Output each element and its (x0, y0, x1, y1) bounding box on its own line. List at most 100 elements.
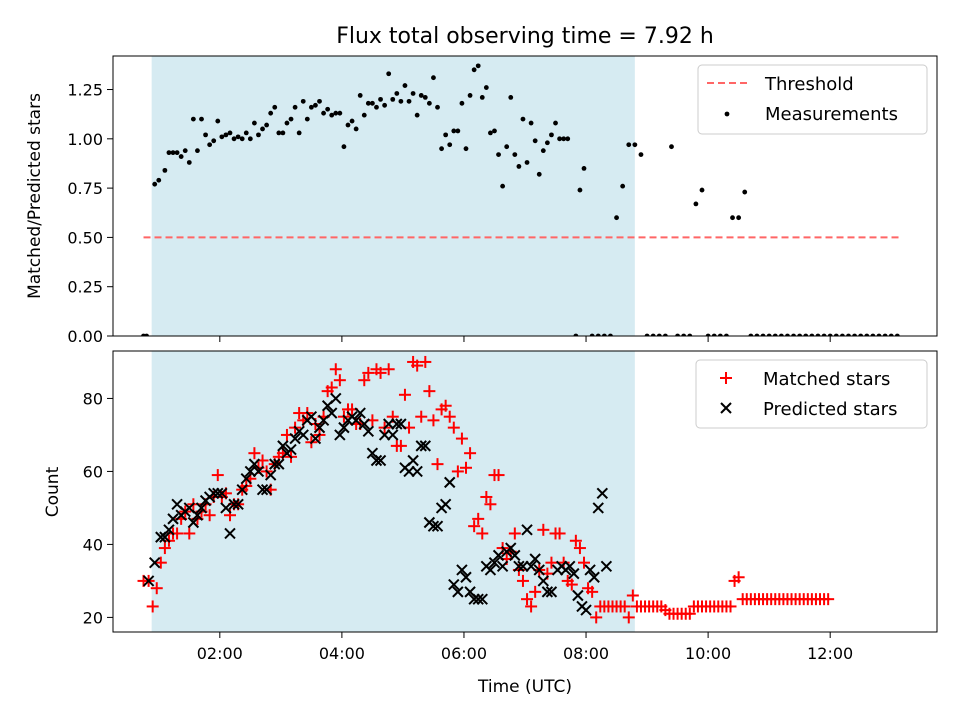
predicted-star-point (305, 410, 318, 423)
measurement-point (504, 144, 510, 150)
predicted-star-point (252, 465, 265, 478)
measurement-point (284, 120, 290, 126)
measurement-point (144, 333, 149, 336)
predicted-star-point (309, 432, 322, 445)
measurement-point (162, 167, 168, 173)
predicted-star-point (505, 542, 517, 554)
measurement-point (325, 106, 331, 112)
y-tick-label: 80 (83, 389, 103, 408)
measurement-point (471, 67, 477, 73)
measurement-point (785, 333, 790, 336)
measurement-point (361, 112, 367, 118)
predicted-star-point (533, 564, 545, 576)
measurement-point (317, 98, 322, 104)
bottom-y-axis: 20 40 60 80 (83, 389, 113, 627)
predicted-star-point (236, 483, 248, 496)
measurement-point (414, 112, 420, 118)
predicted-star-point (387, 429, 399, 441)
measurement-point (760, 333, 766, 336)
measurement-point (730, 215, 735, 221)
matched-star-point (822, 593, 835, 606)
predicted-star-point (513, 560, 525, 573)
predicted-legend-label: Predicted stars (763, 399, 897, 420)
measurement-point (276, 130, 282, 136)
predicted-star-point (362, 425, 375, 437)
measurement-point (199, 116, 204, 122)
matched-star-point (569, 534, 582, 547)
predicted-star-point (334, 429, 346, 441)
measurement-point (386, 71, 392, 77)
matched-star-point (443, 410, 456, 423)
matched-star-point (578, 556, 591, 569)
predicted-star-point (142, 575, 155, 587)
measurement-point (374, 104, 379, 110)
measurement-point (693, 201, 699, 207)
measurement-point (451, 128, 457, 134)
matched-star-point (683, 607, 696, 620)
matched-star-point (447, 421, 460, 434)
measurement-point (662, 333, 668, 336)
measurement-point (382, 102, 388, 108)
measurement-point (524, 160, 530, 165)
measurement-point (268, 110, 274, 116)
predicted-star-point (330, 392, 342, 405)
measurement-point (227, 130, 233, 136)
bottom-axes-frame (112, 350, 938, 633)
measurement-point (455, 128, 461, 134)
top-legend-box (697, 64, 928, 135)
measurement-point (553, 120, 558, 126)
measurement-point (876, 333, 882, 336)
measurement-point (748, 333, 754, 336)
measurement-point (620, 183, 626, 189)
measurement-point (296, 130, 302, 136)
matched-star-point (553, 527, 566, 540)
measurement-point (608, 333, 613, 336)
bottom-legend-box (695, 359, 928, 429)
measurement-point (378, 96, 383, 102)
measurement-point (439, 146, 444, 152)
predicted-star-point (431, 520, 444, 532)
measurement-point (561, 136, 567, 142)
measurement-point (182, 148, 188, 154)
predicted-star-point (525, 560, 537, 573)
measurement-point (821, 333, 827, 336)
measurement-point (260, 126, 265, 132)
predicted-star-point (484, 564, 497, 576)
matched-star-point (146, 600, 159, 613)
predicted-star-point (374, 454, 387, 467)
predicted-star-point (584, 564, 596, 576)
matched-star-point (573, 542, 586, 555)
predicted-star-point (452, 586, 464, 598)
matched-star-point (537, 523, 550, 536)
measurement-point (418, 93, 424, 98)
measurement-point (321, 110, 326, 116)
measurement-point (766, 333, 772, 336)
measurement-point (280, 130, 286, 136)
measurement-point (235, 134, 241, 140)
measurement-point (520, 116, 526, 122)
bottom-x-axis: 02:00 04:00 06:00 08:00 10:00 12:00 (197, 632, 853, 663)
predicted-star-point (517, 560, 529, 573)
matched-star-point (724, 600, 737, 613)
predicted-star-point (358, 418, 370, 430)
measurement-point (650, 333, 656, 336)
measurement-point (589, 333, 595, 336)
x-tick-label: 12:00 (807, 644, 853, 663)
predicted-star-point (248, 458, 261, 470)
measurement-point (337, 110, 343, 116)
measurement-point (463, 146, 469, 152)
measurement-point (247, 136, 253, 142)
measurement-point (288, 116, 294, 122)
measurement-point (544, 140, 550, 146)
measurement-point (870, 333, 876, 336)
predicted-star-point (541, 586, 554, 598)
measurement-point (341, 144, 347, 150)
predicted-star-point (350, 414, 362, 427)
predicted-star-point (580, 604, 592, 616)
matched-star-point (529, 585, 542, 598)
predicted-star-point (439, 498, 452, 510)
matched-star-point (411, 359, 424, 372)
predicted-star-point (338, 421, 350, 434)
measurement-point (300, 98, 306, 104)
